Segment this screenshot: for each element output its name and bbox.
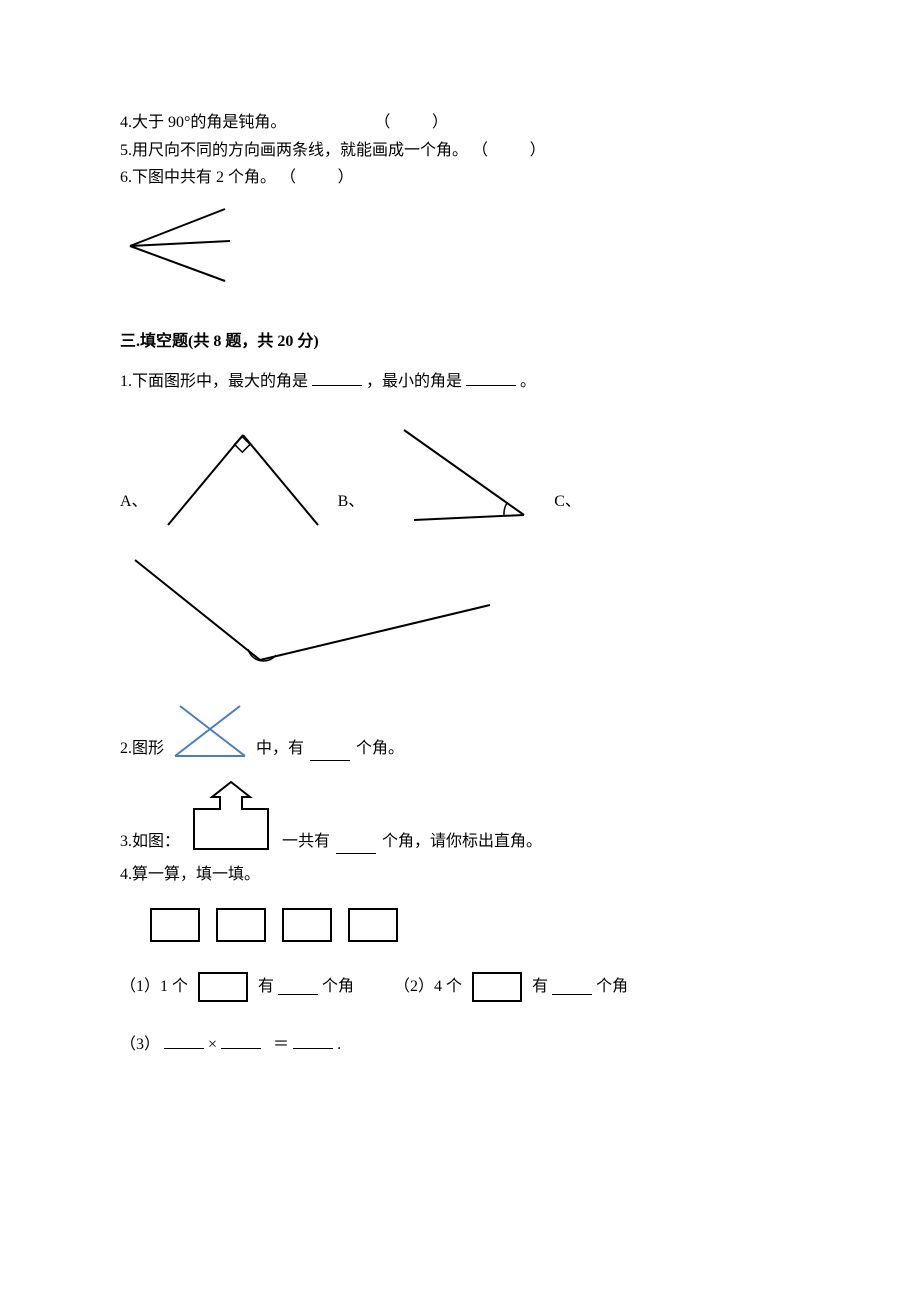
fill-q3-blank[interactable] [336, 838, 376, 854]
arrow-box-icon [186, 779, 276, 854]
q4-sub-1: （1）1 个 有 个角 [120, 972, 354, 1002]
angle-C-icon [120, 545, 500, 675]
judge-q4-text: 4.大于 90°的角是钝角。 [120, 114, 286, 131]
q4-2a: （2）4 个 [394, 974, 462, 1000]
q4-3-times: × [208, 1036, 217, 1053]
angle-C-figure [120, 545, 800, 684]
fill-q2-blank[interactable] [310, 745, 350, 761]
label-B: B、 [338, 489, 365, 535]
judge-q4: 4.大于 90°的角是钝角。 （ ） [120, 110, 800, 136]
judge-q5-paren[interactable]: （ ） [472, 138, 549, 164]
judge-q6-paren[interactable]: （ ） [280, 165, 357, 191]
q4-1-unit: 个角 [322, 974, 354, 1000]
label-C: C、 [554, 489, 581, 535]
fill-q1-b: ，最小的角是 [366, 373, 462, 390]
three-ray-angle-icon [120, 201, 240, 291]
rect-2 [216, 908, 266, 942]
q4-1-blank[interactable] [278, 979, 318, 995]
q4-1-has: 有 [258, 974, 274, 1000]
fill-q2-a: 2.图形 [120, 736, 164, 762]
q4-2-has: 有 [532, 974, 548, 1000]
judge-q5-text: 5.用尺向不同的方向画两条线，就能画成一个角。 [120, 142, 468, 159]
fill-q1-blank2[interactable] [466, 370, 516, 386]
q4-3-equals: ＝ [273, 1036, 289, 1053]
fill-q1-a: 1.下面图形中，最大的角是 [120, 373, 308, 390]
fill-q2-c: 个角。 [356, 736, 404, 762]
q4-sub-3: （3） × ＝ . [120, 1032, 800, 1058]
fill-q1-blank1[interactable] [312, 370, 362, 386]
fill-q4: 4.算一算，填一填。 [120, 862, 800, 888]
q4-3-blank3[interactable] [293, 1033, 333, 1049]
judge-q5: 5.用尺向不同的方向画两条线，就能画成一个角。 （ ） [120, 138, 800, 164]
q4-sub-1-2: （1）1 个 有 个角 （2）4 个 有 个角 [120, 972, 800, 1002]
q4-1a: （1）1 个 [120, 974, 188, 1000]
rect-4 [348, 908, 398, 942]
fill-q1: 1.下面图形中，最大的角是 ，最小的角是 。 [120, 369, 800, 395]
angle-B-icon [374, 415, 544, 535]
x-triangle-icon [170, 701, 250, 761]
q4-sub-2: （2）4 个 有 个角 [394, 972, 628, 1002]
q4-2-unit: 个角 [596, 974, 628, 1000]
angle-A-icon [158, 415, 328, 535]
fill-q3-b: 一共有 [282, 829, 330, 855]
rect-1 [150, 908, 200, 942]
q4-2-blank[interactable] [552, 979, 592, 995]
fill-q2-b: 中，有 [256, 736, 304, 762]
fill-q1-c: 。 [520, 373, 536, 390]
fill-q3: 3.如图： 一共有 个角，请你标出直角。 [120, 779, 800, 854]
q6-figure [120, 201, 800, 300]
fill-q3-c: 个角，请你标出直角。 [382, 829, 542, 855]
judge-q6-text: 6.下图中共有 2 个角。 [120, 169, 276, 186]
q4-2-rect [472, 972, 522, 1002]
fill-q3-a: 3.如图： [120, 829, 180, 855]
angle-figures-row: A、 B、 C、 [120, 415, 800, 535]
q4-1-rect [198, 972, 248, 1002]
section3-title: 三.填空题(共 8 题，共 20 分) [120, 329, 800, 355]
rect-3 [282, 908, 332, 942]
q4-3-blank1[interactable] [164, 1033, 204, 1049]
label-A: A、 [120, 489, 148, 535]
q4-3-blank2[interactable] [221, 1033, 261, 1049]
four-rects [150, 908, 800, 942]
fill-q2: 2.图形 中，有 个角。 [120, 701, 800, 761]
q4-3-period: . [337, 1036, 341, 1053]
judge-q6: 6.下图中共有 2 个角。 （ ） [120, 165, 800, 191]
judge-q4-paren[interactable]: （ ） [374, 110, 451, 136]
q4-3a: （3） [120, 1036, 160, 1053]
